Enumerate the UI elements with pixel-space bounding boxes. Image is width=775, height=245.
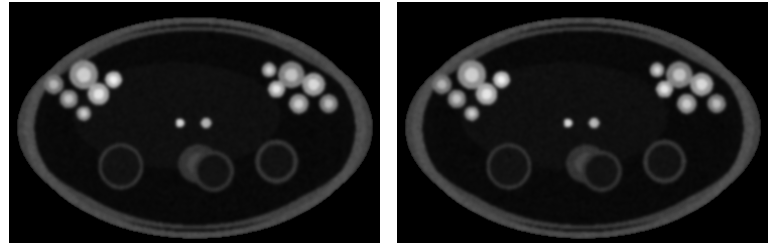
Text: a: a (13, 17, 22, 31)
Text: b: b (401, 17, 411, 31)
